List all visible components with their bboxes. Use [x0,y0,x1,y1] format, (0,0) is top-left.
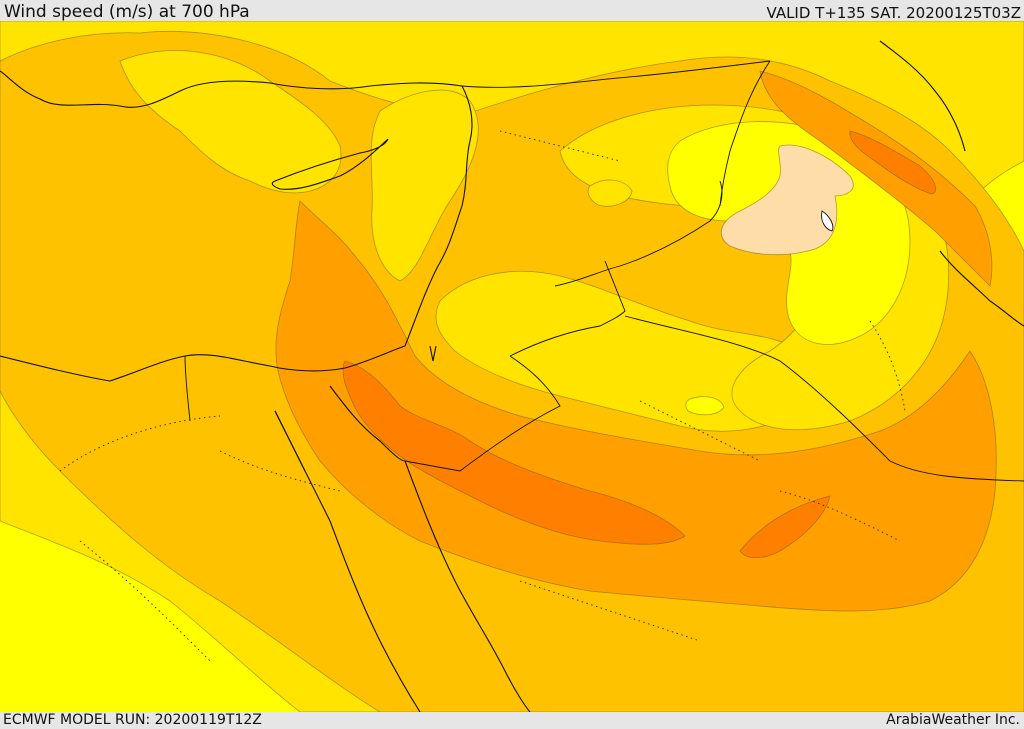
mediterranean-south-coast [0,345,406,382]
persian-gulf-coast [939,250,1024,327]
border-iran-iraq [719,60,771,207]
band-4-northern-streak [759,70,993,287]
band-5-east-jet [739,495,831,559]
border-egypt-saudi-sinai [404,355,561,472]
dead-sea-marker [429,345,437,362]
border-jordan-saudi [509,260,626,357]
band-2-pocket [587,179,633,207]
model-run-label: ECMWF MODEL RUN: 20200119T12Z [3,712,262,728]
border-egypt-libya [184,355,191,422]
provider-credit: ArabiaWeather Inc. [886,712,1020,728]
band-2-north-zone [119,50,342,194]
wind-speed-map [0,21,1024,712]
border-iraq-west [554,180,723,287]
band-5-north-streak [849,130,937,195]
valid-time-label: VALID T+135 SAT. 20200125T03Z [766,4,1021,22]
band-6-cyclone-center [720,144,854,256]
red-sea-east-coast [404,460,531,712]
caspian-coast [879,40,966,152]
lake-marker [821,210,834,232]
province-boundaries [59,130,906,662]
map-canvas [0,21,1024,712]
map-title: Wind speed (m/s) at 700 hPa [4,2,250,22]
footer-bar: ECMWF MODEL RUN: 20200119T12Z ArabiaWeat… [0,712,1024,729]
border-syria-turkey [461,60,771,88]
anatolia-south-coast [0,70,463,108]
levant-coastline [404,85,473,347]
border-saudi-iraq [624,315,1024,482]
band-5-core-jet [342,360,686,545]
header-bar: Wind speed (m/s) at 700 hPa VALID T+135 … [0,0,1024,22]
band-2-levant-zone [370,89,479,282]
gulf-of-suez-coast [274,385,406,472]
cyprus-outline [271,138,389,190]
band-1-pocket [685,396,725,416]
